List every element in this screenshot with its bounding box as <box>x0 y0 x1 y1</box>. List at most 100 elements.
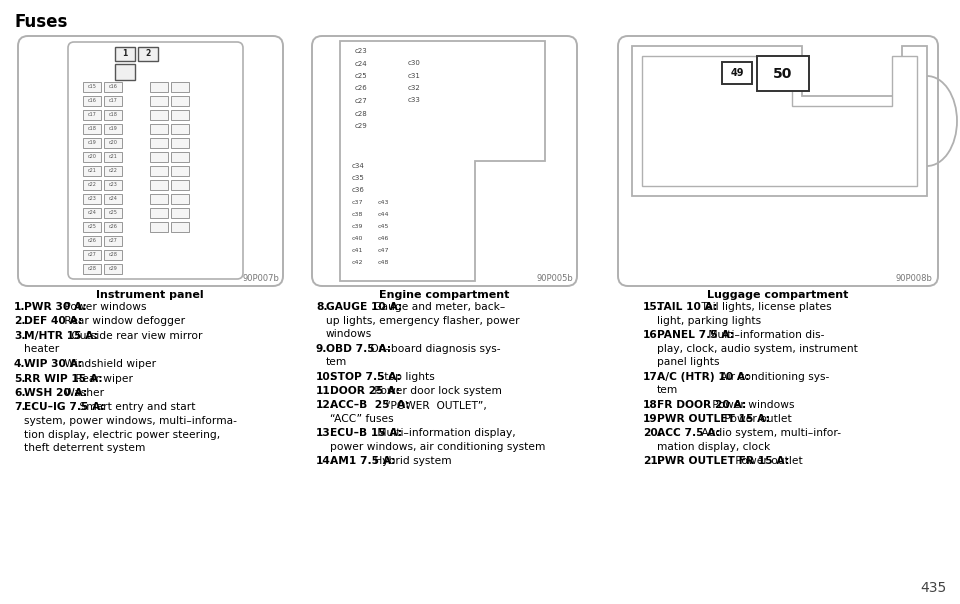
Text: 9.: 9. <box>316 344 327 353</box>
Bar <box>171 180 189 190</box>
Text: Gauge and meter, back–: Gauge and meter, back– <box>371 302 506 312</box>
Text: PANEL 7.5 A:: PANEL 7.5 A: <box>657 330 734 340</box>
Text: c34: c34 <box>352 163 365 169</box>
Bar <box>722 62 752 84</box>
Text: Outside rear view mirror: Outside rear view mirror <box>68 331 203 341</box>
Text: Air conditioning sys-: Air conditioning sys- <box>717 371 829 382</box>
Text: Power outlet: Power outlet <box>732 457 803 466</box>
Text: 2: 2 <box>145 50 151 59</box>
Bar <box>104 236 122 246</box>
Text: play, clock, audio system, instrument: play, clock, audio system, instrument <box>657 344 858 353</box>
Bar <box>171 194 189 204</box>
Text: AM1 7.5 A:: AM1 7.5 A: <box>330 457 396 466</box>
Text: c37: c37 <box>352 199 364 205</box>
Bar <box>104 194 122 204</box>
Text: 90P005b: 90P005b <box>537 274 573 283</box>
Text: Smart entry and start: Smart entry and start <box>76 402 196 413</box>
Text: c39: c39 <box>352 223 364 228</box>
Text: c25: c25 <box>87 225 96 230</box>
Text: c45: c45 <box>378 223 390 228</box>
FancyBboxPatch shape <box>312 36 577 286</box>
Text: c23: c23 <box>355 48 368 54</box>
Polygon shape <box>340 41 545 281</box>
Text: c36: c36 <box>352 187 365 193</box>
Text: c20: c20 <box>87 155 96 159</box>
Text: c28: c28 <box>87 266 96 272</box>
Text: 20.: 20. <box>643 428 661 439</box>
Bar <box>150 124 168 134</box>
Text: c16: c16 <box>87 98 96 103</box>
Text: ECU–IG 7.5 A:: ECU–IG 7.5 A: <box>24 402 105 413</box>
Text: DOOR 25 A:: DOOR 25 A: <box>330 386 400 396</box>
Bar <box>104 166 122 176</box>
Text: c27: c27 <box>87 252 96 257</box>
Bar <box>104 208 122 218</box>
Bar <box>83 96 101 106</box>
Text: PWR 30 A:: PWR 30 A: <box>24 302 86 312</box>
Bar <box>104 124 122 134</box>
Text: Multi–information dis-: Multi–information dis- <box>706 330 825 340</box>
Bar <box>83 138 101 148</box>
Text: Power windows: Power windows <box>60 302 146 312</box>
Bar <box>83 82 101 92</box>
Bar <box>115 47 135 61</box>
Text: 435: 435 <box>921 581 947 595</box>
Bar <box>104 222 122 232</box>
Text: c46: c46 <box>378 236 390 240</box>
Text: panel lights: panel lights <box>657 357 719 367</box>
Text: c27: c27 <box>355 98 368 104</box>
Text: 50: 50 <box>774 67 793 81</box>
Text: 7.: 7. <box>14 402 26 413</box>
Bar <box>150 208 168 218</box>
Text: 14.: 14. <box>316 457 335 466</box>
Text: FR DOOR 20 A:: FR DOOR 20 A: <box>657 399 746 410</box>
Text: c20: c20 <box>108 141 117 146</box>
Bar <box>171 152 189 162</box>
Bar <box>171 138 189 148</box>
Text: theft deterrent system: theft deterrent system <box>24 443 145 453</box>
Text: c26: c26 <box>87 239 96 243</box>
Bar <box>83 250 101 260</box>
Text: c16: c16 <box>108 85 117 89</box>
Text: c21: c21 <box>87 169 96 173</box>
Text: heater: heater <box>24 344 60 355</box>
Text: WIP 30 A:: WIP 30 A: <box>24 359 83 369</box>
Bar <box>104 250 122 260</box>
Text: 16.: 16. <box>643 330 661 340</box>
Text: 11.: 11. <box>316 386 335 396</box>
Text: c43: c43 <box>378 199 390 205</box>
Text: GAUGE 10 A:: GAUGE 10 A: <box>326 302 402 312</box>
Text: system, power windows, multi–informa-: system, power windows, multi–informa- <box>24 416 237 426</box>
Text: c19: c19 <box>108 126 117 132</box>
Text: c19: c19 <box>87 141 96 146</box>
Text: 90P007b: 90P007b <box>242 274 279 283</box>
Text: c25: c25 <box>355 73 368 79</box>
Text: 1.: 1. <box>14 302 26 312</box>
Text: tem: tem <box>657 385 679 395</box>
Bar <box>83 264 101 274</box>
Text: Hybrid system: Hybrid system <box>371 457 451 466</box>
Text: Rear wiper: Rear wiper <box>72 373 133 384</box>
Text: PWR OUTLET 15 A:: PWR OUTLET 15 A: <box>657 414 770 424</box>
Text: ECU–B 15 A:: ECU–B 15 A: <box>330 428 402 439</box>
Text: Stop lights: Stop lights <box>374 371 435 382</box>
Text: Audio system, multi–infor-: Audio system, multi–infor- <box>698 428 841 439</box>
Bar <box>150 194 168 204</box>
Text: c15: c15 <box>87 85 96 89</box>
Text: 3.: 3. <box>14 331 26 341</box>
Text: c44: c44 <box>378 211 390 216</box>
Text: c24: c24 <box>108 196 117 202</box>
Text: c30: c30 <box>408 60 420 66</box>
Bar <box>171 110 189 120</box>
Bar <box>150 82 168 92</box>
Text: c31: c31 <box>408 72 420 79</box>
Text: 2.: 2. <box>14 316 26 327</box>
Text: c28: c28 <box>355 111 368 117</box>
Text: c29: c29 <box>355 123 368 129</box>
Bar <box>150 110 168 120</box>
Bar <box>83 222 101 232</box>
Text: c25: c25 <box>108 211 117 216</box>
Bar <box>171 124 189 134</box>
Text: Tail lights, license plates: Tail lights, license plates <box>698 302 831 312</box>
Bar <box>171 96 189 106</box>
